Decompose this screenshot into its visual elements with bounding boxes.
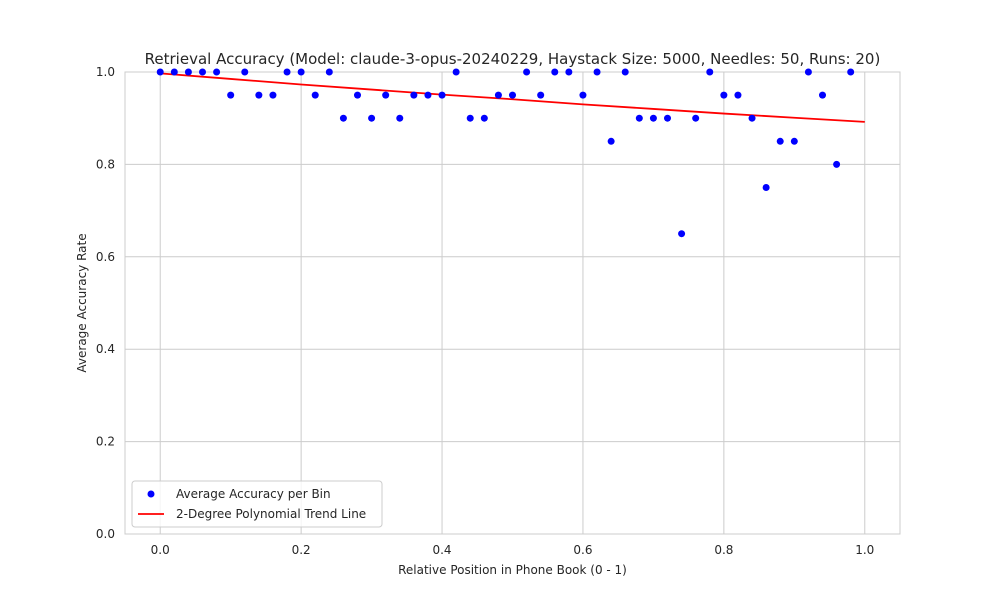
y-tick-label: 0.2	[96, 435, 115, 449]
data-point	[509, 91, 516, 99]
data-point	[269, 91, 277, 99]
x-tick-label: 0.0	[151, 543, 170, 557]
data-point	[424, 91, 432, 99]
data-point	[607, 137, 615, 145]
data-point	[804, 68, 812, 76]
x-tick-labels: 0.0 0.2 0.4 0.6 0.8 1.0	[151, 543, 875, 557]
data-point	[452, 68, 460, 76]
data-point	[748, 114, 756, 122]
data-point	[664, 114, 671, 122]
data-point	[734, 91, 742, 99]
trend-line	[160, 72, 865, 123]
data-point	[523, 68, 531, 76]
data-point	[720, 91, 728, 99]
y-tick-label: 0.4	[96, 342, 115, 356]
legend-marker-scatter	[147, 490, 155, 498]
data-point	[368, 114, 376, 122]
data-point	[649, 114, 657, 122]
chart-title: Retrieval Accuracy (Model: claude-3-opus…	[145, 50, 881, 68]
x-tick-label: 0.8	[714, 543, 733, 557]
data-point	[819, 91, 826, 99]
data-point	[565, 68, 573, 76]
y-tick-label: 0.0	[96, 527, 115, 541]
data-point	[311, 91, 319, 99]
data-point	[480, 114, 488, 122]
data-point	[551, 68, 559, 76]
data-point	[438, 91, 446, 99]
data-point	[255, 91, 263, 99]
legend: Average Accuracy per Bin 2-Degree Polyno…	[131, 480, 383, 528]
data-point	[790, 137, 798, 145]
trend-line-layer	[160, 72, 865, 123]
x-tick-label: 1.0	[855, 543, 874, 557]
data-point	[678, 230, 686, 238]
data-point	[833, 160, 841, 168]
data-point	[156, 68, 164, 76]
x-tick-label: 0.6	[573, 543, 592, 557]
x-axis-label: Relative Position in Phone Book (0 - 1)	[398, 563, 627, 577]
data-point	[593, 68, 601, 76]
data-point	[466, 114, 474, 122]
data-point	[339, 114, 347, 122]
y-tick-label: 0.6	[96, 250, 115, 264]
data-point	[692, 114, 700, 122]
data-point	[537, 91, 545, 99]
data-point	[199, 68, 206, 76]
y-axis-label: Average Accuracy Rate	[75, 233, 89, 372]
y-tick-label: 1.0	[96, 65, 115, 79]
data-point	[382, 91, 390, 99]
plot-frame	[124, 71, 901, 535]
data-point	[706, 68, 714, 76]
data-point	[213, 68, 221, 76]
data-point	[283, 68, 291, 76]
legend-label-line: 2-Degree Polynomial Trend Line	[176, 507, 366, 521]
data-point	[494, 91, 502, 99]
data-point	[170, 68, 178, 76]
y-tick-labels: 0.0 0.2 0.4 0.6 0.8 1.0	[96, 65, 115, 541]
data-point	[579, 91, 587, 99]
data-point	[621, 68, 629, 76]
points-layer	[156, 68, 855, 238]
legend-box	[131, 480, 383, 528]
data-point	[847, 68, 855, 76]
legend-label-scatter: Average Accuracy per Bin	[176, 487, 331, 501]
x-tick-label: 0.4	[432, 543, 451, 557]
data-point	[297, 68, 305, 76]
data-point	[762, 184, 770, 191]
data-point	[410, 91, 418, 99]
data-point	[396, 114, 404, 122]
data-point	[241, 68, 249, 76]
data-point	[776, 137, 784, 145]
data-point	[227, 91, 235, 99]
data-point	[354, 91, 361, 99]
data-point	[184, 68, 192, 76]
x-tick-label: 0.2	[292, 543, 311, 557]
data-point	[325, 68, 333, 76]
data-point	[635, 114, 643, 122]
y-tick-label: 0.8	[96, 157, 115, 171]
